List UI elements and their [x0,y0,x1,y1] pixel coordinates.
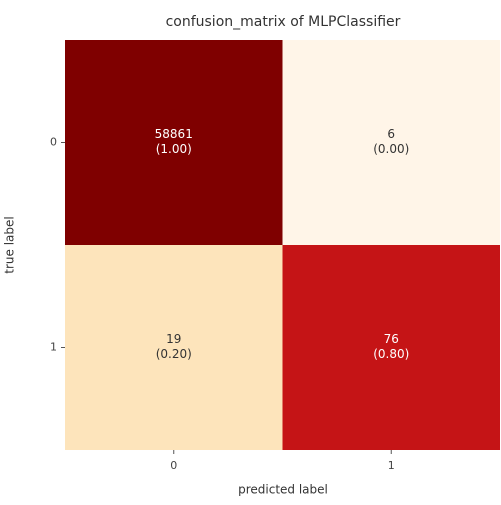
x-axis-label: predicted label [238,483,328,497]
cell-normalized: (0.20) [156,347,192,361]
cell-count: 58861 [155,127,193,141]
x-tick-label: 1 [388,459,395,472]
x-tick-label: 0 [170,459,177,472]
heatmap-cell [282,40,500,245]
heatmap-cell [282,245,500,450]
y-tick-label: 1 [50,341,57,354]
heatmap-cell [65,40,283,245]
cell-count: 76 [384,332,399,346]
heatmap-cell [65,245,283,450]
cell-count: 6 [387,127,395,141]
chart-title: confusion_matrix of MLPClassifier [166,14,401,30]
cell-normalized: (0.80) [373,347,409,361]
cell-normalized: (1.00) [156,142,192,156]
y-tick-label: 0 [50,136,57,149]
cell-normalized: (0.00) [373,142,409,156]
cell-count: 19 [166,332,181,346]
y-axis-label: true label [3,216,17,273]
